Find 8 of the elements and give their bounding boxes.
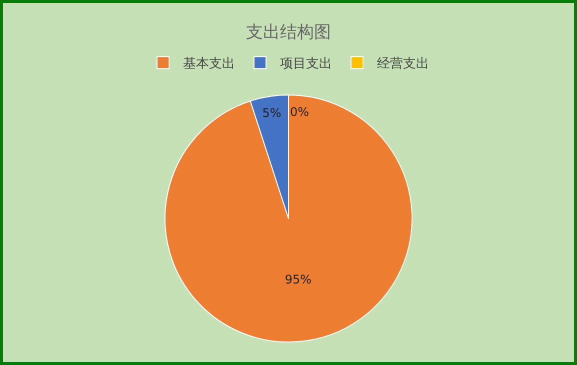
data-label: 5%	[262, 106, 282, 120]
data-label: 95%	[284, 272, 312, 286]
legend-label: 项目支出	[280, 56, 332, 72]
text: 0%	[290, 105, 310, 119]
chart-title: 支出结构图	[246, 22, 331, 43]
pie-slice	[164, 94, 412, 342]
legend-label: 经营支出	[377, 56, 429, 72]
legend-label: 基本支出	[183, 56, 235, 72]
